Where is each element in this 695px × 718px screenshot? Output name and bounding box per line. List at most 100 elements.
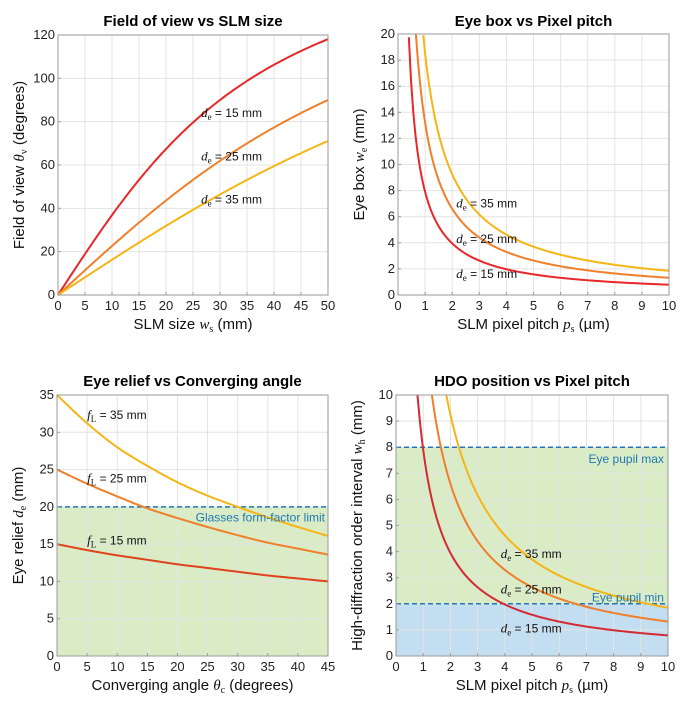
y-tick-label: 2 (388, 261, 395, 276)
x-tick-label: 25 (200, 659, 214, 674)
plot-frame (56, 394, 329, 657)
series-line (430, 394, 669, 623)
series-annotation: fL = 25 mm (87, 471, 146, 488)
x-tick-label: 9 (638, 298, 645, 313)
x-axis-label: SLM pixel pitch ps (µm) (456, 677, 609, 696)
series-annotation: de = 35 mm (501, 546, 562, 563)
y-tick-label: 20 (381, 26, 395, 41)
series-annotation: de = 15 mm (201, 105, 262, 122)
y-tick-label: 120 (33, 27, 55, 42)
y-tick-label: 25 (40, 462, 54, 477)
y-tick-label: 4 (388, 235, 395, 250)
reference-line-label: Eye pupil max (589, 452, 664, 466)
y-tick-label: 10 (379, 387, 393, 402)
series-annotation: de = 35 mm (456, 196, 517, 213)
x-tick-label: 7 (584, 298, 591, 313)
x-tick-label: 0 (394, 298, 401, 313)
x-tick-label: 5 (530, 298, 537, 313)
y-tick-label: 14 (381, 104, 395, 119)
x-tick-label: 25 (186, 298, 200, 313)
x-tick-label: 35 (261, 659, 275, 674)
series-line (56, 543, 329, 583)
y-tick-label: 10 (381, 157, 395, 172)
series-annotation: de = 25 mm (501, 581, 562, 598)
x-tick-label: 10 (662, 298, 676, 313)
chart-fov: 0 5 10 15 20 25 30 35 40 45 50 0 20 40 60 80 100 120 Field… (11, 13, 335, 335)
reference-line-label: Glasses form-factor limit (196, 510, 326, 524)
x-tick-label: 0 (53, 659, 60, 674)
x-tick-label: 5 (528, 659, 535, 674)
series-line (416, 394, 669, 637)
x-tick-label: 30 (213, 298, 227, 313)
series-line (414, 33, 670, 279)
y-tick-label: 0 (48, 287, 55, 302)
series-annotation: de = 15 mm (456, 266, 517, 283)
x-tick-label: 6 (557, 298, 564, 313)
x-tick-label: 35 (240, 298, 254, 313)
series-annotation: fL = 35 mm (87, 407, 146, 424)
x-tick-label: 15 (140, 659, 154, 674)
series-annotation: de = 35 mm (201, 192, 262, 209)
series-line (57, 140, 329, 296)
chart-title: Eye box vs Pixel pitch (455, 13, 613, 30)
x-tick-label: 20 (170, 659, 184, 674)
y-tick-label: 0 (47, 648, 54, 663)
y-tick-label: 80 (41, 114, 55, 129)
x-tick-label: 5 (81, 298, 88, 313)
y-tick-label: 60 (41, 157, 55, 172)
y-tick-label: 8 (388, 183, 395, 198)
y-tick-label: 40 (41, 200, 55, 215)
y-tick-label: 20 (40, 499, 54, 514)
y-tick-label: 5 (47, 611, 54, 626)
reference-line-label: Eye pupil min (592, 590, 664, 604)
y-tick-label: 16 (381, 78, 395, 93)
x-tick-label: 10 (105, 298, 119, 313)
x-tick-label: 6 (556, 659, 563, 674)
series-annotation: de = 15 mm (501, 621, 562, 638)
y-tick-label: 8 (386, 439, 393, 454)
series-annotation: de = 25 mm (201, 148, 262, 165)
y-tick-label: 4 (386, 544, 393, 559)
x-tick-label: 40 (267, 298, 281, 313)
chart-title: HDO position vs Pixel pitch (434, 373, 630, 390)
x-axis-label: SLM pixel pitch ps (µm) (457, 316, 610, 335)
x-tick-label: 4 (503, 298, 510, 313)
x-tick-label: 30 (230, 659, 244, 674)
y-tick-label: 18 (381, 52, 395, 67)
y-axis-label: Field of view θv (degrees) (11, 81, 30, 249)
x-tick-label: 45 (294, 298, 308, 313)
y-tick-label: 2 (386, 596, 393, 611)
y-tick-label: 1 (386, 622, 393, 637)
y-tick-label: 20 (41, 244, 55, 259)
y-tick-label: 15 (40, 536, 54, 551)
y-tick-label: 9 (386, 413, 393, 428)
y-axis-label: High-diffraction order interval wh (mm) (349, 400, 368, 651)
x-tick-label: 8 (611, 298, 618, 313)
x-tick-label: 10 (110, 659, 124, 674)
series-line (57, 38, 329, 296)
x-tick-label: 0 (392, 659, 399, 674)
x-tick-label: 45 (321, 659, 335, 674)
y-tick-label: 10 (40, 573, 54, 588)
y-tick-label: 100 (33, 70, 55, 85)
series-line (56, 394, 329, 537)
series-line (422, 35, 670, 272)
y-tick-label: 6 (386, 491, 393, 506)
x-tick-label: 7 (583, 659, 590, 674)
x-tick-label: 15 (132, 298, 146, 313)
x-tick-label: 2 (449, 298, 456, 313)
x-tick-label: 4 (501, 659, 508, 674)
chart-eyerelief: 0 5 10 15 20 25 30 35 40 45 0 5 10 15 20 25 30 35 Eye reli… (10, 373, 335, 696)
y-tick-label: 7 (386, 465, 393, 480)
x-tick-label: 1 (421, 298, 428, 313)
y-tick-label: 0 (386, 648, 393, 663)
y-tick-label: 35 (40, 387, 54, 402)
x-tick-label: 3 (474, 659, 481, 674)
x-tick-label: 5 (83, 659, 90, 674)
x-tick-label: 3 (476, 298, 483, 313)
y-tick-label: 3 (386, 570, 393, 585)
x-tick-label: 10 (661, 659, 675, 674)
x-tick-label: 2 (447, 659, 454, 674)
